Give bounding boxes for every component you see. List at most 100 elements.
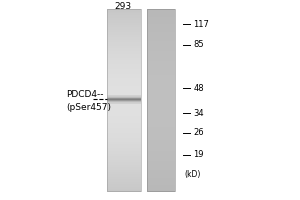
Bar: [107, 99, 141, 100]
Bar: [107, 109, 141, 111]
Bar: [107, 184, 141, 186]
Bar: [107, 190, 141, 192]
Bar: [147, 148, 176, 149]
Bar: [107, 99, 141, 100]
Bar: [147, 24, 176, 26]
Bar: [147, 100, 176, 102]
Bar: [147, 31, 176, 33]
Bar: [107, 131, 141, 132]
Bar: [147, 172, 176, 174]
Bar: [107, 103, 141, 104]
Bar: [147, 13, 176, 15]
Bar: [107, 105, 141, 107]
Bar: [147, 163, 176, 165]
Bar: [107, 78, 141, 80]
Bar: [147, 36, 176, 38]
Bar: [107, 174, 141, 176]
Bar: [107, 127, 141, 129]
Bar: [147, 72, 176, 74]
Bar: [147, 40, 176, 41]
Bar: [107, 94, 141, 96]
Bar: [147, 131, 176, 132]
Bar: [107, 44, 141, 46]
Bar: [107, 96, 141, 97]
Bar: [147, 108, 176, 109]
Bar: [147, 53, 176, 55]
Bar: [147, 99, 176, 101]
Bar: [107, 48, 141, 50]
Bar: [107, 38, 141, 40]
Bar: [107, 97, 141, 98]
Bar: [107, 42, 141, 44]
Bar: [107, 138, 141, 140]
Bar: [107, 61, 141, 63]
Bar: [147, 166, 176, 168]
Bar: [147, 52, 176, 53]
Bar: [147, 77, 176, 79]
Bar: [147, 103, 176, 104]
Bar: [107, 151, 141, 153]
Bar: [147, 68, 176, 69]
Bar: [107, 103, 141, 104]
Bar: [147, 151, 176, 153]
Bar: [147, 91, 176, 92]
Bar: [147, 86, 176, 87]
Bar: [147, 82, 176, 84]
Bar: [107, 27, 141, 29]
Bar: [107, 96, 141, 97]
Bar: [147, 174, 176, 176]
Bar: [147, 140, 176, 142]
Bar: [147, 59, 176, 61]
Bar: [107, 98, 141, 100]
Bar: [147, 54, 176, 56]
Bar: [107, 159, 141, 160]
Bar: [147, 64, 176, 66]
Bar: [107, 100, 141, 101]
Bar: [107, 77, 141, 79]
Bar: [147, 187, 176, 188]
Bar: [147, 137, 176, 138]
Bar: [147, 153, 176, 154]
Bar: [107, 172, 141, 174]
Bar: [107, 110, 141, 112]
Bar: [107, 88, 141, 90]
Bar: [107, 96, 141, 97]
Bar: [147, 14, 176, 16]
Bar: [147, 41, 176, 43]
Text: PDCD4--: PDCD4--: [66, 90, 104, 99]
Bar: [147, 123, 176, 125]
Bar: [147, 104, 176, 106]
Bar: [107, 112, 141, 114]
Bar: [107, 98, 141, 99]
Bar: [147, 60, 176, 62]
Bar: [107, 99, 141, 100]
Bar: [107, 142, 141, 143]
Bar: [147, 21, 176, 23]
Bar: [107, 97, 141, 98]
Bar: [147, 83, 176, 85]
Bar: [107, 180, 141, 182]
Bar: [107, 103, 141, 104]
Bar: [147, 132, 176, 134]
Bar: [107, 12, 141, 13]
Bar: [147, 121, 176, 123]
Bar: [147, 136, 176, 137]
Bar: [147, 149, 176, 151]
Bar: [107, 9, 141, 11]
Bar: [107, 183, 141, 185]
Bar: [147, 176, 176, 177]
Bar: [107, 102, 141, 103]
Bar: [107, 87, 141, 89]
Bar: [107, 163, 141, 165]
Bar: [147, 183, 176, 185]
Bar: [147, 126, 176, 128]
Bar: [107, 97, 141, 98]
Bar: [107, 65, 141, 67]
Bar: [107, 166, 141, 168]
Bar: [107, 101, 141, 102]
Bar: [107, 126, 141, 128]
Bar: [107, 13, 141, 15]
Bar: [147, 51, 176, 52]
Bar: [107, 21, 141, 23]
Bar: [147, 157, 176, 159]
